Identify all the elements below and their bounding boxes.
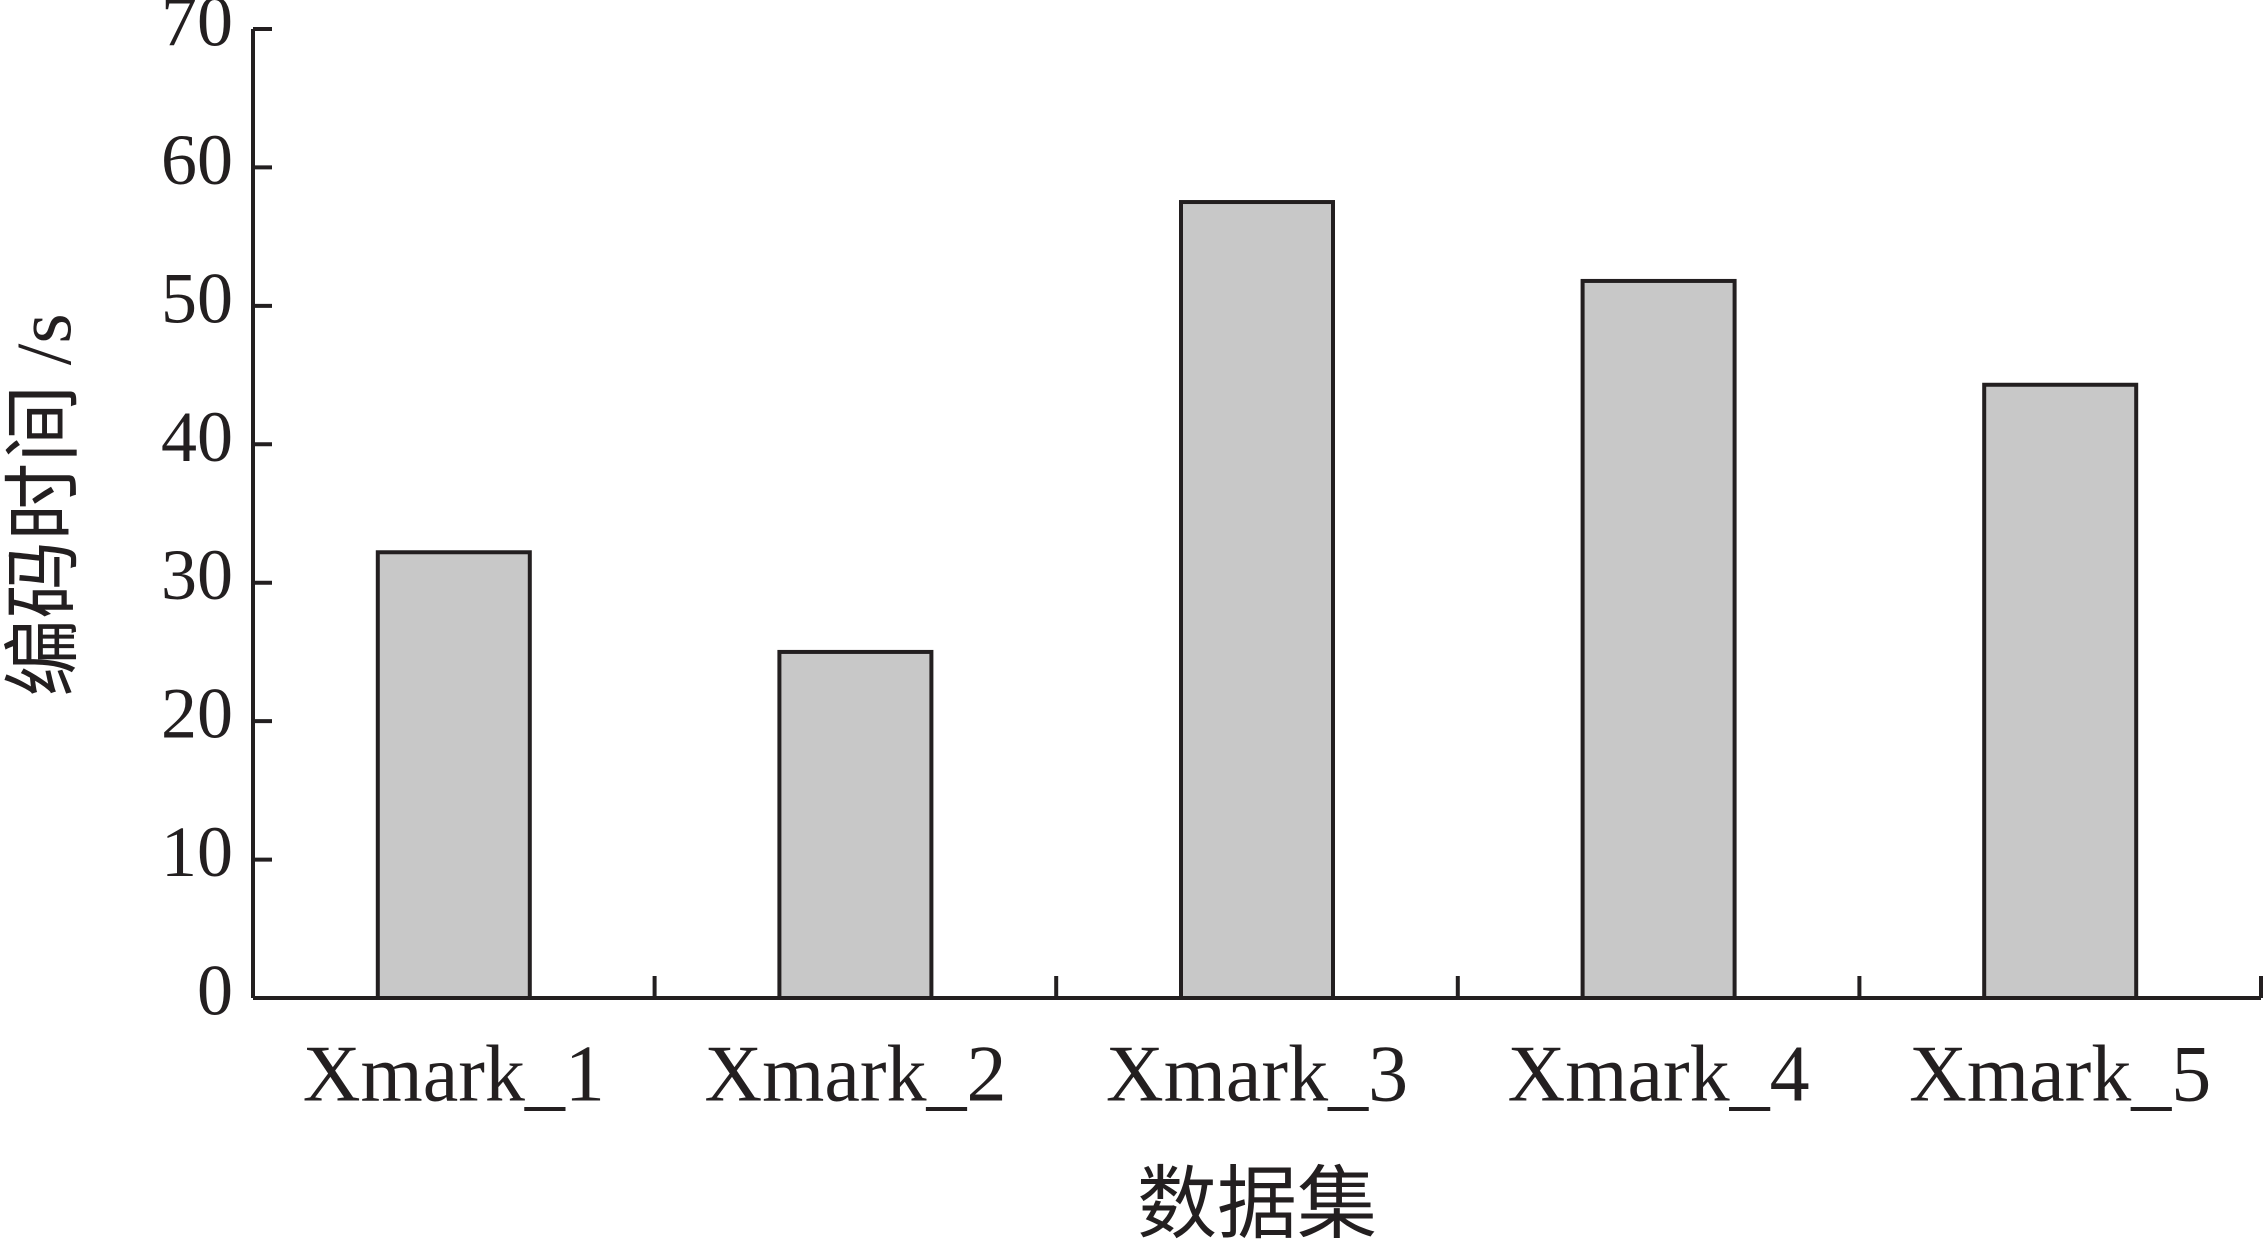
x-tick-label: Xmark_4 xyxy=(1508,1030,1810,1118)
x-tick-label: Xmark_3 xyxy=(1106,1030,1408,1118)
x-tick-label: Xmark_2 xyxy=(704,1030,1006,1118)
y-tick-label: 30 xyxy=(161,535,233,615)
y-tick-label: 0 xyxy=(197,951,233,1031)
y-tick-label: 60 xyxy=(161,120,233,200)
x-axis-title: 数据集 xyxy=(1137,1161,1377,1249)
y-tick-label: 10 xyxy=(161,812,233,892)
x-tick-label: Xmark_5 xyxy=(1909,1030,2211,1118)
y-tick-label: 20 xyxy=(161,674,233,754)
y-tick-label: 50 xyxy=(161,258,233,338)
y-tick-label: 40 xyxy=(161,397,233,477)
bar xyxy=(375,550,532,1000)
bar xyxy=(1580,278,1737,1000)
y-tick-label: 70 xyxy=(161,0,233,62)
bar xyxy=(1982,382,2139,1000)
y-axis-title: 编码时间 /s xyxy=(0,313,87,697)
bar xyxy=(1179,200,1335,1001)
bar xyxy=(777,649,934,1001)
x-tick-label: Xmark_1 xyxy=(303,1030,605,1118)
